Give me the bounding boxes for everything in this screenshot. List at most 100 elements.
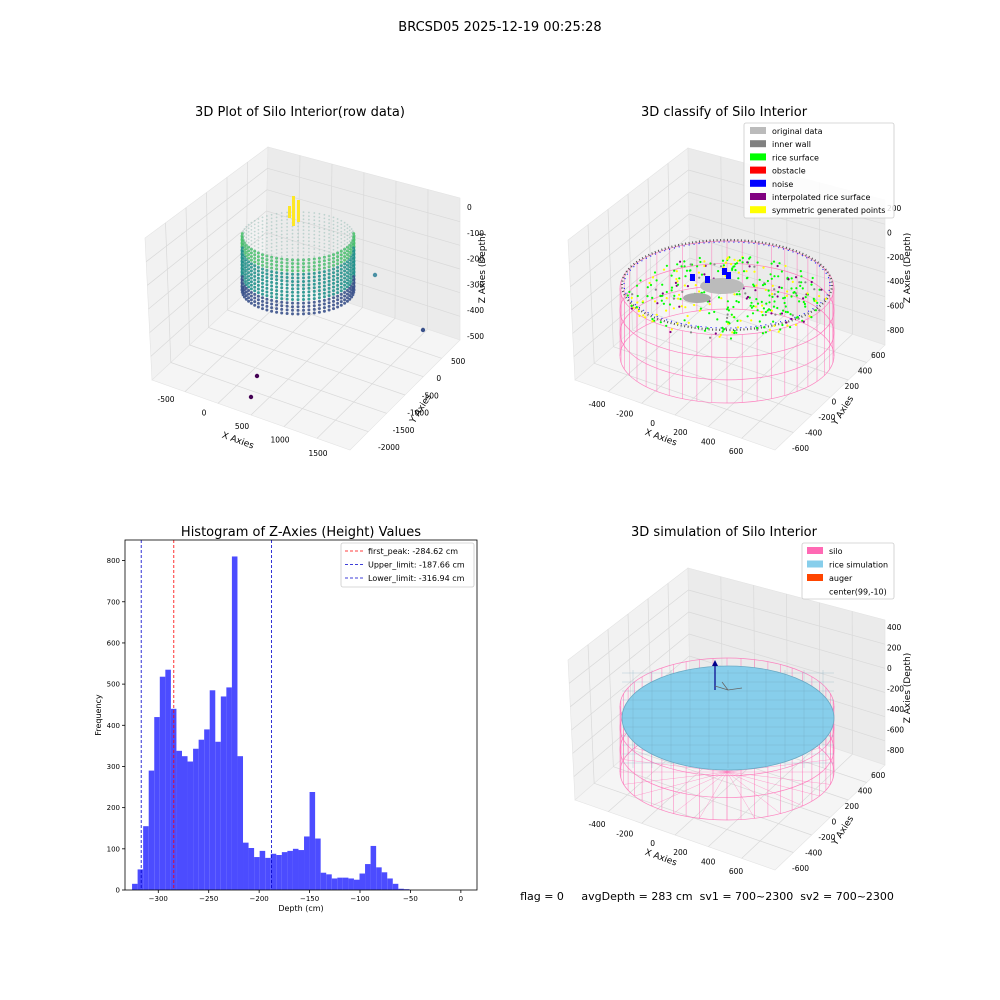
raw-point	[312, 304, 316, 308]
suptitle: BRCSD05 2025-12-19 00:25:28	[398, 20, 601, 35]
raw-point	[280, 226, 283, 229]
raw-point	[343, 247, 347, 251]
raw-point	[275, 212, 278, 215]
histogram-bar	[181, 756, 188, 890]
raw-point	[297, 236, 299, 239]
raw-point	[265, 308, 269, 312]
classified-point	[771, 295, 774, 298]
raw-point	[308, 229, 310, 232]
classified-point	[736, 259, 740, 262]
classified-point	[802, 297, 805, 300]
raw-point	[317, 299, 321, 303]
raw-point	[291, 305, 294, 309]
raw-point	[352, 255, 354, 258]
raw-point	[247, 281, 251, 285]
raw-point	[286, 236, 288, 239]
classify-z-tick-label: -200	[887, 253, 904, 262]
raw-point	[340, 223, 343, 226]
raw-point	[291, 232, 294, 235]
classified-point	[729, 337, 733, 340]
histogram-bar	[326, 874, 332, 890]
raw-point	[253, 273, 256, 276]
raw-x-tick-label: -500	[157, 395, 174, 404]
raw-point	[253, 227, 256, 229]
raw-point	[296, 294, 300, 298]
raw-point	[285, 308, 289, 312]
raw-point	[302, 236, 305, 239]
classified-point	[636, 294, 639, 298]
raw-point	[297, 229, 299, 231]
classified-point	[722, 266, 725, 269]
classified-point	[737, 301, 740, 304]
raw-point	[318, 248, 321, 251]
classify-z-tick-label: 0	[887, 228, 892, 237]
raw-point	[243, 274, 246, 277]
raw-point	[257, 225, 260, 228]
raw-point	[348, 236, 351, 239]
raw-point	[266, 251, 268, 253]
raw-point	[266, 254, 268, 257]
raw-point	[340, 241, 343, 244]
raw-point	[328, 236, 330, 239]
classified-point	[698, 276, 701, 279]
classified-point	[748, 265, 751, 268]
raw-point	[291, 283, 294, 287]
raw-point	[328, 215, 330, 217]
raw-point	[245, 247, 248, 250]
raw-point	[346, 274, 349, 276]
raw-point	[250, 229, 253, 231]
raw-point	[308, 211, 310, 214]
classified-point	[713, 263, 716, 266]
simulation-plot-title: 3D simulation of Silo Interior	[631, 525, 818, 540]
classified-point	[756, 261, 759, 264]
classified-point	[630, 304, 633, 307]
classified-point	[655, 279, 658, 282]
raw-point	[296, 287, 300, 291]
raw-point	[249, 251, 253, 255]
simulation-z-tick-label: 400	[887, 623, 902, 632]
classified-point	[635, 284, 639, 287]
raw-point	[323, 228, 326, 231]
raw-point	[265, 272, 269, 276]
raw-point	[245, 236, 248, 239]
x-tick-label: −100	[350, 895, 369, 903]
raw-point	[339, 271, 343, 275]
raw-point	[256, 251, 260, 255]
classified-point	[771, 284, 774, 287]
noise-cluster	[705, 276, 710, 283]
raw-point	[261, 266, 264, 269]
classified-point	[770, 309, 774, 312]
raw-point	[242, 284, 245, 287]
classified-point	[686, 285, 690, 288]
raw-point	[302, 312, 305, 316]
raw-point	[247, 263, 250, 266]
raw-point	[257, 257, 260, 260]
classified-point	[814, 309, 818, 312]
auger-arms	[714, 681, 743, 691]
classified-point	[794, 276, 798, 279]
raw-point	[343, 269, 347, 273]
simulation-x-tick-label: -400	[588, 820, 605, 829]
raw-y-tick-label: -500	[422, 391, 439, 400]
classified-point	[782, 297, 785, 300]
classified-point	[779, 328, 782, 331]
raw-plot-title: 3D Plot of Silo Interior(row data)	[195, 105, 405, 120]
raw-point	[275, 259, 278, 262]
raw-point	[261, 274, 264, 278]
classified-point	[709, 336, 712, 339]
raw-z-tick-label: -400	[467, 306, 484, 315]
histogram-reference-lines	[140, 540, 272, 890]
raw-point	[313, 215, 316, 218]
classified-point	[660, 299, 663, 302]
classified-point	[768, 294, 771, 297]
raw-point	[350, 256, 353, 259]
raw-point	[270, 231, 273, 234]
raw-point	[291, 254, 294, 257]
classified-point	[703, 260, 706, 263]
classified-point	[679, 297, 682, 301]
raw-y-tick-label: -1500	[393, 426, 415, 435]
raw-point	[332, 266, 335, 269]
raw-point	[328, 222, 330, 225]
raw-point	[242, 280, 245, 283]
